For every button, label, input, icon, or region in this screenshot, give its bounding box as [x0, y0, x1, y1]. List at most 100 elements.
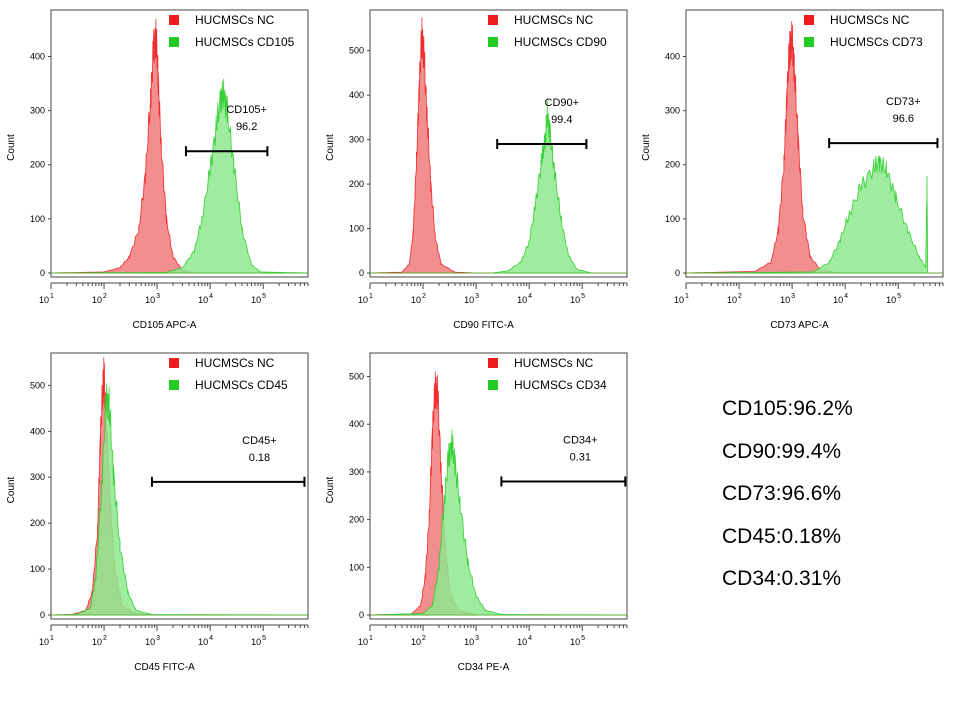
x-tick-label: 10 — [411, 295, 421, 305]
gate-label: CD90+ — [545, 97, 580, 109]
y-tick-label: 500 — [349, 46, 364, 56]
x-axis-label: CD34 PE-A — [458, 662, 510, 673]
x-tick-exponent: 3 — [791, 293, 795, 300]
y-tick-label: 100 — [349, 562, 364, 572]
x-axis-label: CD73 APC-A — [770, 320, 829, 331]
y-tick-label: 300 — [30, 472, 45, 482]
x-tick-label: 10 — [464, 295, 474, 305]
x-tick-label: 10 — [145, 637, 155, 647]
x-tick-exponent: 1 — [50, 635, 54, 642]
x-tick-exponent: 2 — [738, 293, 742, 300]
x-tick-label: 10 — [251, 295, 261, 305]
x-tick-label: 10 — [251, 637, 261, 647]
y-axis-label: Count — [6, 134, 17, 161]
x-axis-label: CD105 APC-A — [133, 320, 197, 331]
summary-line: CD45:0.18% — [722, 524, 842, 548]
y-tick-label: 0 — [359, 268, 364, 278]
series-area — [50, 383, 309, 616]
x-tick-exponent: 4 — [209, 635, 213, 642]
series-area — [685, 155, 943, 274]
x-axis-label: CD90 FITC-A — [453, 320, 514, 331]
gate-value: 96.6 — [893, 113, 914, 125]
legend-swatch — [169, 15, 179, 25]
y-tick-label: 400 — [665, 51, 680, 61]
y-tick-label: 200 — [349, 179, 364, 189]
gate-value: 0.31 — [570, 451, 591, 463]
y-tick-label: 100 — [665, 214, 680, 224]
x-tick-label: 10 — [92, 295, 102, 305]
y-axis-label: Count — [325, 134, 336, 161]
y-tick-label: 0 — [675, 268, 680, 278]
legend-swatch — [169, 37, 179, 47]
x-tick-label: 10 — [517, 637, 527, 647]
y-axis-label: Count — [641, 134, 652, 161]
y-tick-label: 0 — [40, 610, 45, 620]
y-tick-label: 200 — [665, 160, 680, 170]
y-tick-label: 300 — [665, 106, 680, 116]
summary-line: CD90:99.4% — [722, 439, 842, 463]
x-tick-label: 10 — [886, 295, 896, 305]
x-tick-label: 10 — [570, 637, 580, 647]
gate-value: 99.4 — [551, 114, 572, 126]
x-tick-exponent: 5 — [581, 635, 585, 642]
legend-swatch — [488, 37, 498, 47]
x-tick-exponent: 4 — [528, 293, 532, 300]
x-tick-label: 10 — [358, 637, 368, 647]
x-tick-label: 10 — [39, 637, 49, 647]
legend-label: HUCMSCs CD34 — [514, 378, 607, 392]
x-tick-label: 10 — [39, 295, 49, 305]
y-tick-label: 400 — [349, 90, 364, 100]
y-tick-label: 0 — [40, 268, 45, 278]
y-axis-label: Count — [325, 476, 336, 503]
legend-label: HUCMSCs NC — [514, 13, 594, 27]
legend-label: HUCMSCs CD90 — [514, 35, 607, 49]
x-tick-label: 10 — [833, 295, 843, 305]
y-tick-label: 300 — [349, 135, 364, 145]
gate-label: CD73+ — [886, 96, 921, 108]
x-tick-exponent: 5 — [897, 293, 901, 300]
legend-label: HUCMSCs NC — [830, 13, 910, 27]
gate-label: CD45+ — [242, 435, 277, 447]
plot-frame — [50, 352, 309, 620]
legend-label: HUCMSCs CD105 — [195, 35, 295, 49]
legend-swatch — [488, 15, 498, 25]
legend-label: HUCMSCs NC — [514, 356, 594, 370]
legend-swatch — [169, 380, 179, 390]
plot-frame — [50, 9, 309, 278]
legend-label: HUCMSCs NC — [195, 356, 275, 370]
x-tick-exponent: 2 — [103, 293, 107, 300]
x-tick-label: 10 — [464, 637, 474, 647]
x-tick-label: 10 — [198, 295, 208, 305]
y-tick-label: 100 — [30, 564, 45, 574]
plot-frame — [369, 352, 628, 620]
summary-line: CD73:96.6% — [722, 482, 842, 506]
series-area — [370, 101, 627, 274]
y-tick-label: 200 — [349, 515, 364, 525]
x-tick-label: 10 — [198, 637, 208, 647]
x-tick-label: 10 — [674, 295, 684, 305]
x-tick-exponent: 3 — [156, 293, 160, 300]
y-axis-label: Count — [6, 476, 17, 503]
y-tick-label: 500 — [30, 380, 45, 390]
x-tick-exponent: 3 — [156, 635, 160, 642]
series-area — [50, 18, 308, 274]
y-tick-label: 100 — [30, 214, 45, 224]
legend-swatch — [804, 15, 814, 25]
y-tick-label: 100 — [349, 224, 364, 234]
x-tick-exponent: 4 — [528, 635, 532, 642]
x-tick-label: 10 — [517, 295, 527, 305]
x-tick-label: 10 — [570, 295, 580, 305]
x-tick-label: 10 — [411, 637, 421, 647]
x-tick-exponent: 3 — [475, 635, 479, 642]
y-tick-label: 300 — [349, 467, 364, 477]
series-area — [369, 17, 627, 274]
x-tick-label: 10 — [92, 637, 102, 647]
y-tick-label: 200 — [30, 518, 45, 528]
gate-value: 0.18 — [249, 452, 270, 464]
x-tick-label: 10 — [727, 295, 737, 305]
x-tick-exponent: 5 — [581, 293, 585, 300]
summary-line: CD34:0.31% — [722, 567, 842, 591]
